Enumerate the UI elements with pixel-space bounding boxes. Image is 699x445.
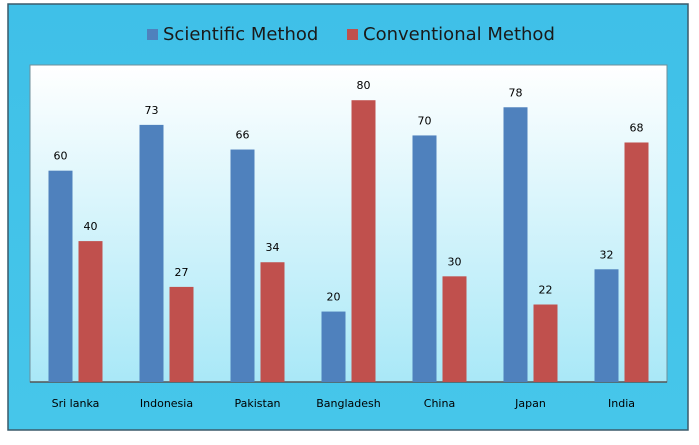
legend-label: Conventional Method xyxy=(363,24,555,45)
bar xyxy=(260,262,285,382)
data-label: 27 xyxy=(175,266,189,279)
bar xyxy=(594,269,619,382)
x-tick-label: Japan xyxy=(514,397,546,410)
data-label: 60 xyxy=(54,150,68,163)
bar xyxy=(412,135,437,382)
x-tick-label: Bangladesh xyxy=(316,397,381,410)
data-label: 40 xyxy=(84,220,98,233)
x-tick-label: India xyxy=(608,397,635,410)
bar xyxy=(442,276,467,382)
data-label: 78 xyxy=(509,86,523,99)
x-tick-label: China xyxy=(424,397,455,410)
data-label: 34 xyxy=(266,241,280,254)
bar xyxy=(169,286,194,382)
bar xyxy=(351,100,376,382)
bar xyxy=(533,304,558,382)
legend-swatch xyxy=(347,29,358,40)
data-label: 20 xyxy=(327,291,341,304)
bar xyxy=(48,170,73,382)
data-label: 32 xyxy=(600,248,614,261)
plot-area xyxy=(29,64,668,383)
x-tick-label: Pakistan xyxy=(234,397,280,410)
data-label: 68 xyxy=(630,121,644,134)
data-label: 30 xyxy=(448,255,462,268)
bar xyxy=(624,142,649,382)
bar xyxy=(230,149,255,382)
bar xyxy=(321,311,346,382)
data-label: 70 xyxy=(418,114,432,127)
bar xyxy=(78,241,103,382)
data-label: 80 xyxy=(357,79,371,92)
data-label: 66 xyxy=(236,129,250,142)
bar xyxy=(139,124,164,382)
legend-swatch xyxy=(147,29,158,40)
x-tick-label: Sri lanka xyxy=(52,397,100,410)
x-tick-label: Indonesia xyxy=(140,397,193,410)
legend-label: Scientific Method xyxy=(163,24,318,45)
data-label: 73 xyxy=(145,104,159,117)
data-label: 22 xyxy=(539,284,553,297)
bar xyxy=(503,107,528,383)
